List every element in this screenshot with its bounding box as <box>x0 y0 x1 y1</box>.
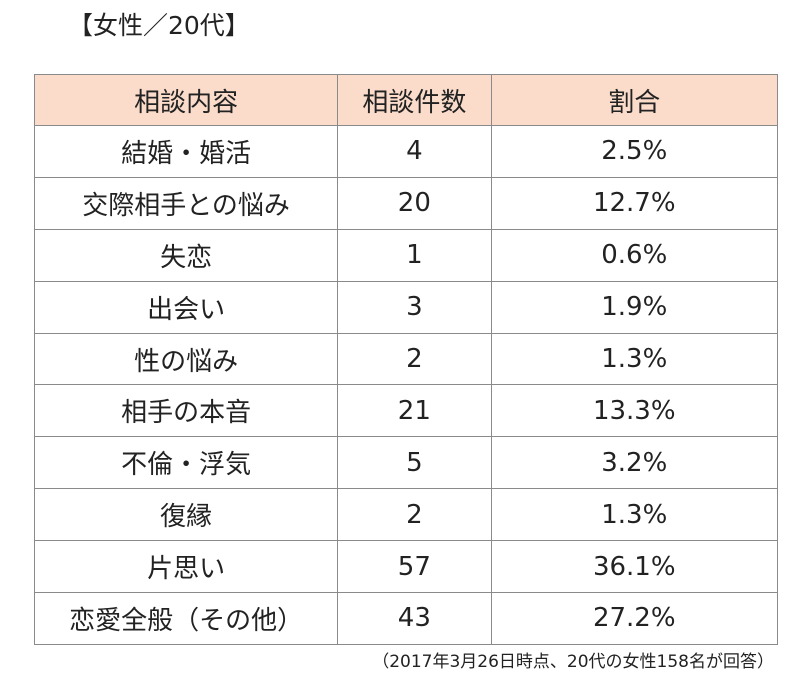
cell-count: 20 <box>337 176 492 230</box>
cell-count: 43 <box>337 592 492 645</box>
cell-topic: 不倫・浮気 <box>33 436 339 490</box>
table-row: 交際相手との悩み 20 12.7% <box>33 176 779 230</box>
cell-ratio: 1.9% <box>490 280 779 334</box>
table-row: 出会い 3 1.9% <box>33 280 779 334</box>
table-row: 復縁 2 1.3% <box>33 488 779 542</box>
footnote: （2017年3月26日時点、20代の女性158名が回答） <box>372 652 774 672</box>
table-row: 結婚・婚活 4 2.5% <box>33 125 779 178</box>
cell-count: 4 <box>337 125 492 178</box>
table-row: 恋愛全般（その他） 43 27.2% <box>33 592 779 645</box>
cell-count: 3 <box>337 280 492 334</box>
table-row: 失恋 1 0.6% <box>33 228 779 282</box>
table-row: 性の悩み 2 1.3% <box>33 332 779 386</box>
table-row: 片思い 57 36.1% <box>33 540 779 594</box>
cell-count: 2 <box>337 332 492 386</box>
cell-topic: 交際相手との悩み <box>33 176 339 230</box>
cell-topic: 失恋 <box>33 228 339 282</box>
cell-topic: 出会い <box>33 280 339 334</box>
consultation-table: 相談内容 相談件数 割合 結婚・婚活 4 2.5% 交際相手との悩み 20 12… <box>33 74 779 645</box>
cell-ratio: 36.1% <box>490 540 779 594</box>
cell-topic: 性の悩み <box>33 332 339 386</box>
table-header-row: 相談内容 相談件数 割合 <box>33 74 779 126</box>
cell-topic: 恋愛全般（その他） <box>33 592 339 645</box>
cell-ratio: 1.3% <box>490 488 779 542</box>
table-row: 相手の本音 21 13.3% <box>33 384 779 438</box>
cell-count: 5 <box>337 436 492 490</box>
cell-ratio: 0.6% <box>490 228 779 282</box>
cell-topic: 結婚・婚活 <box>33 125 339 178</box>
cell-count: 1 <box>337 228 492 282</box>
cell-count: 2 <box>337 488 492 542</box>
cell-count: 57 <box>337 540 492 594</box>
cell-count: 21 <box>337 384 492 438</box>
cell-ratio: 2.5% <box>490 125 779 178</box>
cell-ratio: 27.2% <box>490 592 779 645</box>
cell-ratio: 3.2% <box>490 436 779 490</box>
cell-ratio: 12.7% <box>490 176 779 230</box>
table-row: 不倫・浮気 5 3.2% <box>33 436 779 490</box>
page-title: 【女性／20代】 <box>68 11 250 40</box>
cell-ratio: 1.3% <box>490 332 779 386</box>
header-ratio: 割合 <box>490 74 779 126</box>
header-count: 相談件数 <box>337 74 492 126</box>
cell-topic: 片思い <box>33 540 339 594</box>
header-topic: 相談内容 <box>33 74 339 126</box>
cell-topic: 復縁 <box>33 488 339 542</box>
cell-topic: 相手の本音 <box>33 384 339 438</box>
cell-ratio: 13.3% <box>490 384 779 438</box>
